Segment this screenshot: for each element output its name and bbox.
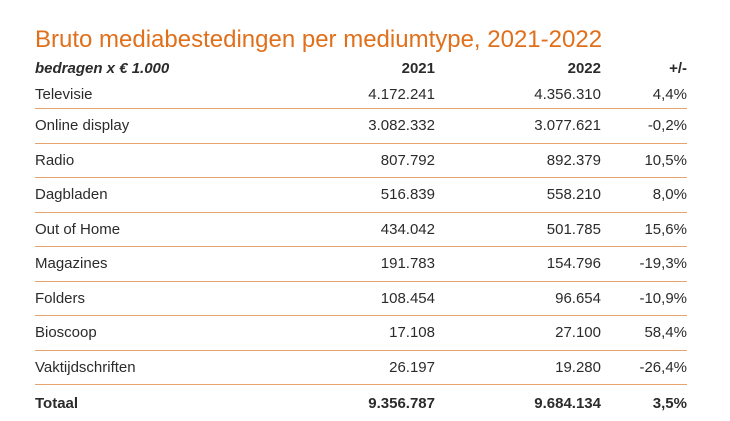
value-change: 8,0% <box>601 178 687 213</box>
value-change: 58,4% <box>601 316 687 351</box>
value-change: -19,3% <box>601 247 687 282</box>
value-2022: 96.654 <box>435 281 601 316</box>
row-label: Vaktijdschriften <box>35 350 235 385</box>
value-2021: 191.783 <box>235 247 435 282</box>
header-row: bedragen x € 1.000 2021 2022 +/- <box>35 56 687 80</box>
header-unit: bedragen x € 1.000 <box>35 56 235 80</box>
value-2021: 3.082.332 <box>235 109 435 144</box>
row-label: Bioscoop <box>35 316 235 351</box>
row-label: Magazines <box>35 247 235 282</box>
value-2022: 558.210 <box>435 178 601 213</box>
value-change: -26,4% <box>601 350 687 385</box>
header-2022: 2022 <box>435 56 601 80</box>
value-2022: 27.100 <box>435 316 601 351</box>
row-label: Radio <box>35 143 235 178</box>
value-2022: 19.280 <box>435 350 601 385</box>
table-row: Out of Home 434.042 501.785 15,6% <box>35 212 687 247</box>
value-change: 15,6% <box>601 212 687 247</box>
table-row: Vaktijdschriften 26.197 19.280 -26,4% <box>35 350 687 385</box>
row-label: Televisie <box>35 80 235 109</box>
value-2021: 434.042 <box>235 212 435 247</box>
value-2022: 3.077.621 <box>435 109 601 144</box>
value-2021: 17.108 <box>235 316 435 351</box>
value-change: 10,5% <box>601 143 687 178</box>
value-2021: 807.792 <box>235 143 435 178</box>
value-change: 4,4% <box>601 80 687 109</box>
table-row: Magazines 191.783 154.796 -19,3% <box>35 247 687 282</box>
value-2021: 108.454 <box>235 281 435 316</box>
row-label: Dagbladen <box>35 178 235 213</box>
table-row: Bioscoop 17.108 27.100 58,4% <box>35 316 687 351</box>
row-label: Folders <box>35 281 235 316</box>
value-2022: 4.356.310 <box>435 80 601 109</box>
row-label: Out of Home <box>35 212 235 247</box>
total-row: Totaal 9.356.787 9.684.134 3,5% <box>35 385 687 421</box>
value-change: -10,9% <box>601 281 687 316</box>
total-change: 3,5% <box>601 385 687 421</box>
value-2021: 516.839 <box>235 178 435 213</box>
table-title: Bruto mediabestedingen per mediumtype, 2… <box>35 26 602 54</box>
value-2022: 501.785 <box>435 212 601 247</box>
total-2022: 9.684.134 <box>435 385 601 421</box>
table-row: Televisie 4.172.241 4.356.310 4,4% <box>35 80 687 109</box>
value-2022: 892.379 <box>435 143 601 178</box>
table-row: Radio 807.792 892.379 10,5% <box>35 143 687 178</box>
value-2022: 154.796 <box>435 247 601 282</box>
row-label: Online display <box>35 109 235 144</box>
table-row: Online display 3.082.332 3.077.621 -0,2% <box>35 109 687 144</box>
value-change: -0,2% <box>601 109 687 144</box>
header-2021: 2021 <box>235 56 435 80</box>
total-label: Totaal <box>35 385 235 421</box>
value-2021: 4.172.241 <box>235 80 435 109</box>
table-row: Dagbladen 516.839 558.210 8,0% <box>35 178 687 213</box>
header-change: +/- <box>601 56 687 80</box>
value-2021: 26.197 <box>235 350 435 385</box>
total-2021: 9.356.787 <box>235 385 435 421</box>
media-spend-table: bedragen x € 1.000 2021 2022 +/- Televis… <box>35 56 687 421</box>
table-row: Folders 108.454 96.654 -10,9% <box>35 281 687 316</box>
